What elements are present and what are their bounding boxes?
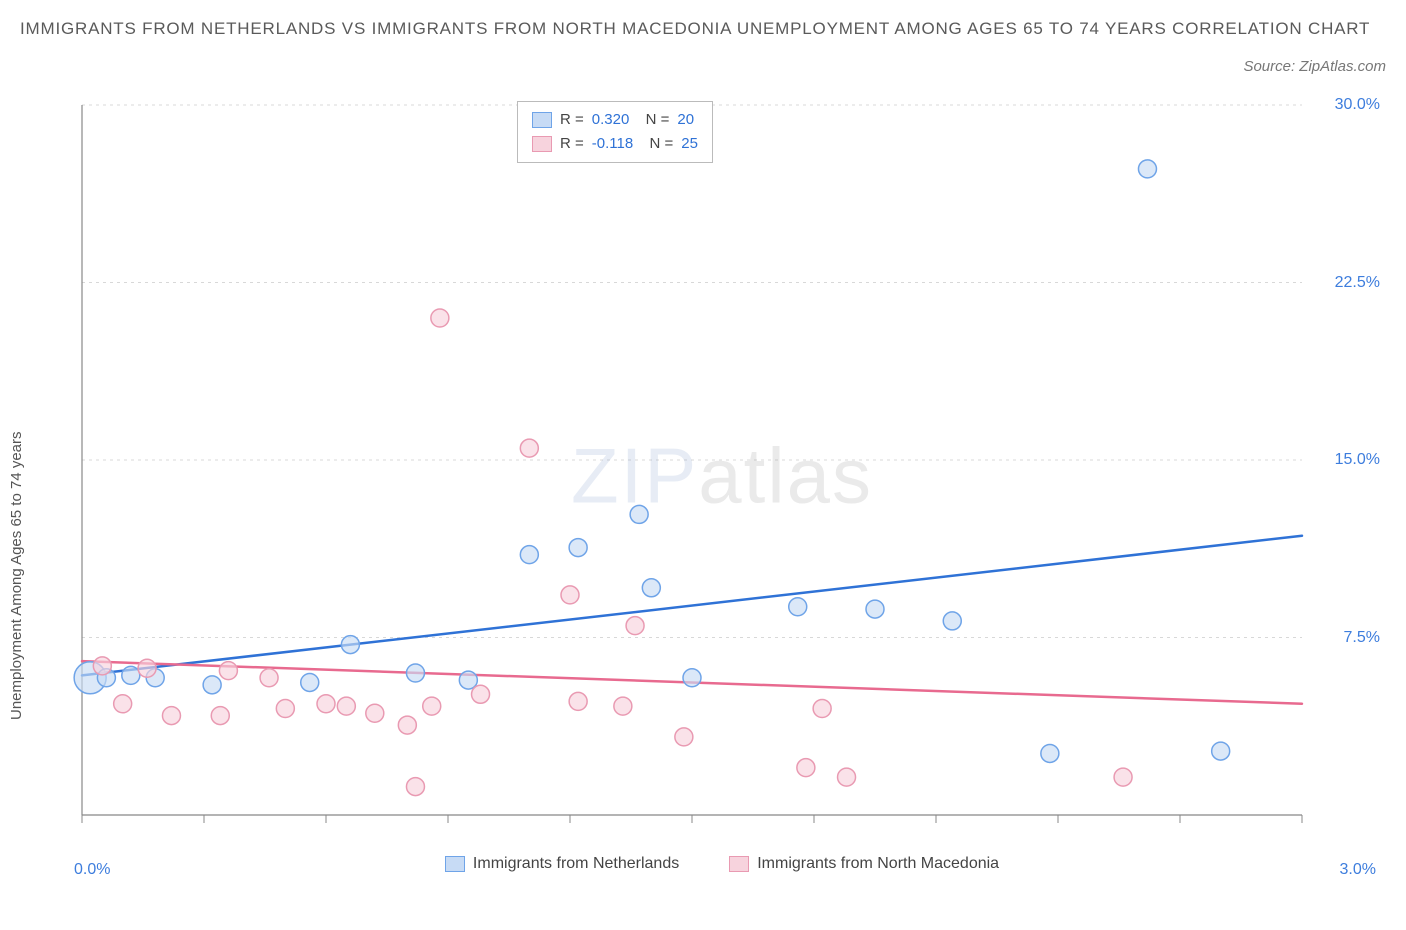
y-tick-label: 7.5%: [1344, 629, 1380, 647]
legend-row: R = 0.320 N = 20: [532, 108, 698, 132]
chart-plot-area: ZIPatlas R = 0.320 N = 20R = -0.118 N = …: [62, 95, 1382, 875]
y-tick-label: 30.0%: [1335, 96, 1380, 114]
legend-swatch: [729, 856, 749, 872]
series-legend-item: Immigrants from North Macedonia: [729, 855, 999, 873]
y-tick-label: 22.5%: [1335, 274, 1380, 292]
chart-svg: [62, 95, 1382, 875]
series-legend-item: Immigrants from Netherlands: [445, 855, 679, 873]
legend-row: R = -0.118 N = 25: [532, 132, 698, 156]
legend-swatch: [532, 136, 552, 152]
legend-swatch: [532, 112, 552, 128]
y-axis-label: Unemployment Among Ages 65 to 74 years: [8, 431, 25, 720]
chart-title: IMMIGRANTS FROM NETHERLANDS VS IMMIGRANT…: [20, 12, 1386, 46]
series-legend-label: Immigrants from Netherlands: [473, 855, 679, 873]
correlation-legend: R = 0.320 N = 20R = -0.118 N = 25: [517, 101, 713, 163]
source-attribution: Source: ZipAtlas.com: [1243, 58, 1386, 75]
series-legend: Immigrants from Netherlands Immigrants fr…: [62, 855, 1382, 873]
y-tick-label: 15.0%: [1335, 451, 1380, 469]
legend-swatch: [445, 856, 465, 872]
series-legend-label: Immigrants from North Macedonia: [757, 855, 999, 873]
